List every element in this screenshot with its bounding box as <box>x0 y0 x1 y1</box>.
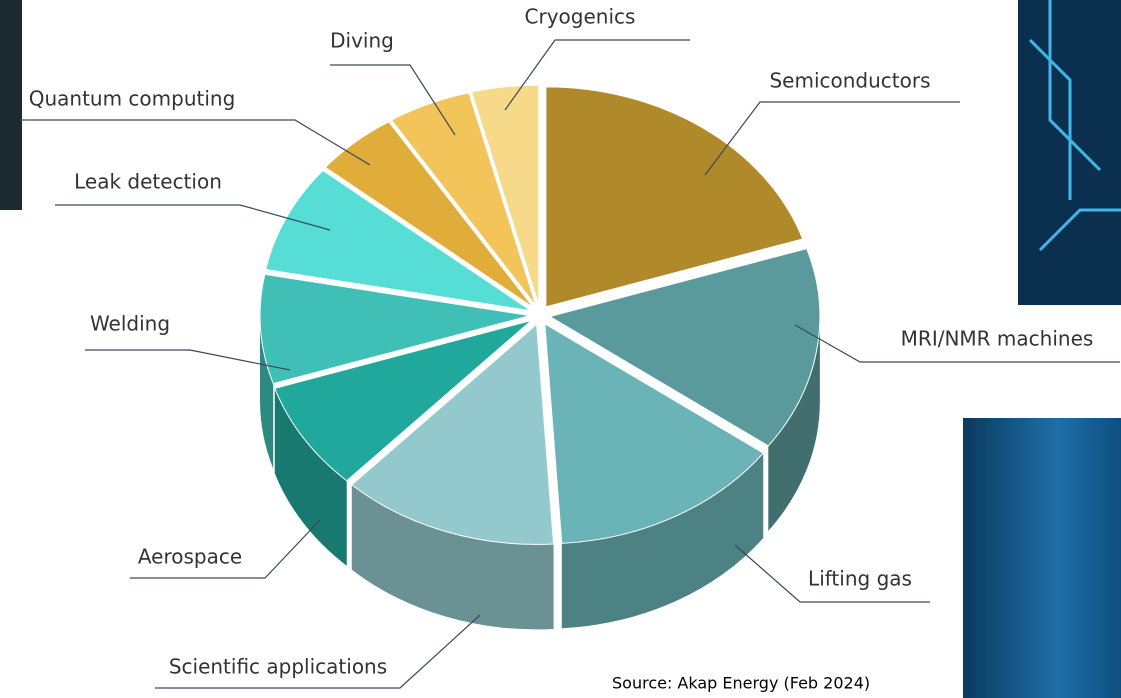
leader-line <box>155 614 481 689</box>
leader-line <box>85 349 291 371</box>
leader-line <box>794 324 1120 363</box>
leader-line <box>504 39 690 111</box>
slice-label: Leak detection <box>74 170 222 194</box>
slice <box>470 84 540 306</box>
slice-side <box>351 484 554 630</box>
slice-side <box>274 388 347 566</box>
leader-line <box>130 519 321 579</box>
slice-label: Semiconductors <box>769 69 930 93</box>
leader-line <box>20 119 371 166</box>
slice-side <box>260 315 274 469</box>
slice <box>265 169 532 312</box>
labels: Semiconductors MRI/NMR machines Lifting ga… <box>20 5 1120 689</box>
slice-label: Diving <box>330 29 394 53</box>
source-note: Source: Akap Energy (Feb 2024) <box>612 674 870 693</box>
leader-line <box>55 204 331 231</box>
slice <box>274 319 532 482</box>
slice-label: Welding <box>90 312 170 336</box>
slice-label: Lifting gas <box>808 567 912 591</box>
slice-label: MRI/NMR machines <box>901 327 1094 351</box>
slice <box>548 247 821 447</box>
slice-label: Scientific applications <box>169 655 387 679</box>
slice-side <box>561 453 764 629</box>
leader-line <box>734 544 930 603</box>
pie <box>259 84 821 630</box>
slice-label: Aerospace <box>138 545 242 569</box>
slice <box>545 86 804 308</box>
slice-label: Cryogenics <box>525 5 636 29</box>
circuit-lines <box>1028 0 1121 252</box>
leader-line <box>704 101 960 176</box>
slice <box>259 273 531 385</box>
slice-label: Quantum computing <box>29 87 236 111</box>
leader-line <box>330 64 456 136</box>
slice <box>350 323 555 545</box>
background-photo <box>0 0 22 210</box>
background-photo <box>963 418 1121 698</box>
slice-side <box>768 316 820 531</box>
slice <box>390 92 537 307</box>
slice <box>544 322 765 544</box>
slice <box>324 121 534 308</box>
